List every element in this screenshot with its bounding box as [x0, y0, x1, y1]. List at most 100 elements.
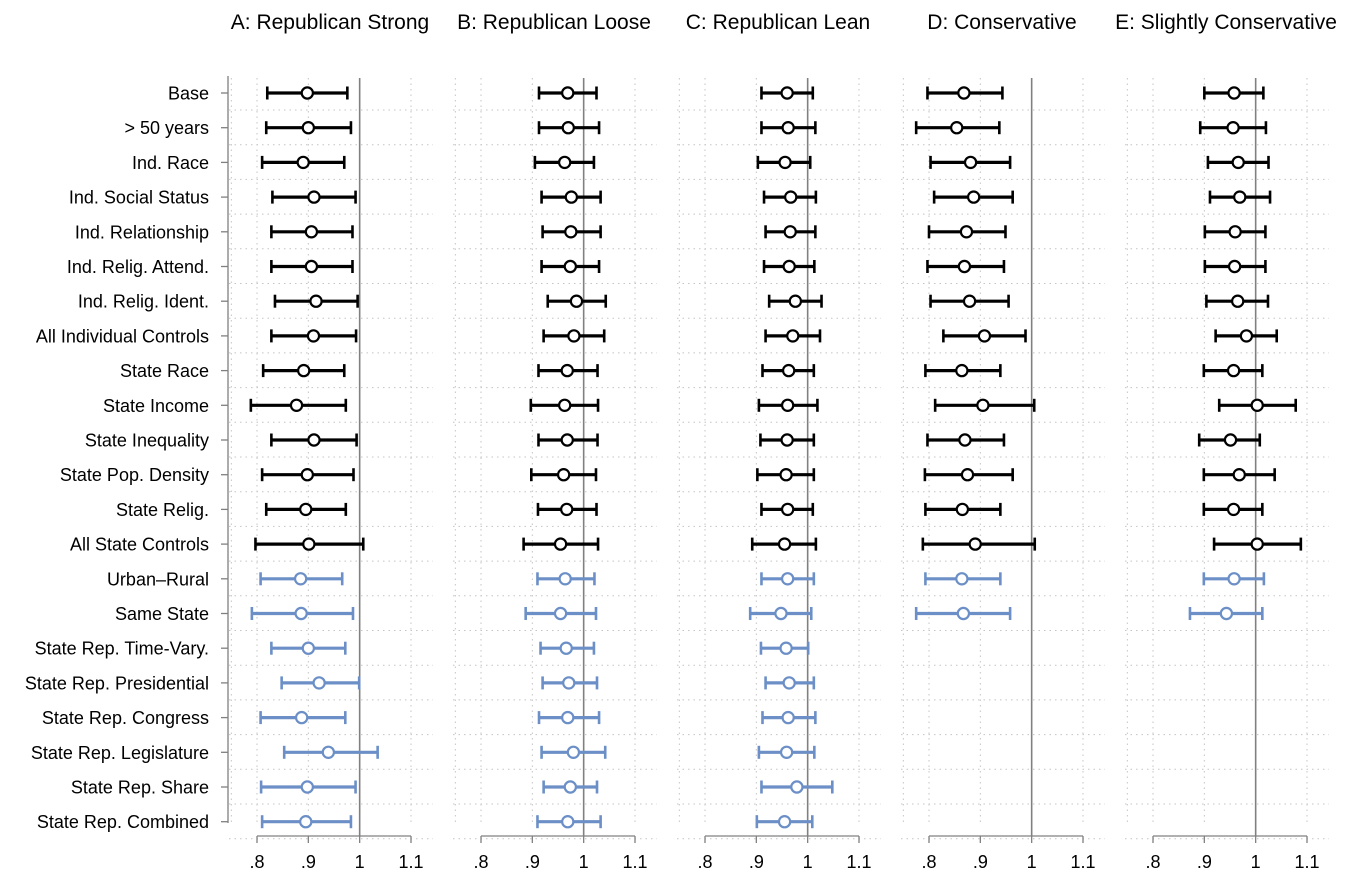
- estimate-4: [540, 190, 602, 204]
- estimate-11: [1197, 433, 1262, 447]
- estimate-5: [927, 225, 1007, 239]
- estimate-15: [536, 572, 596, 586]
- point-estimate: [786, 329, 800, 343]
- point-estimate: [294, 710, 309, 725]
- estimate-1: [760, 86, 815, 100]
- x-axis: .8 .9 1 1.1: [473, 835, 648, 872]
- row-label: State Inequality: [85, 431, 209, 451]
- estimate-12: [530, 468, 598, 482]
- point-estimate: [1227, 86, 1241, 100]
- estimate-16: [914, 606, 1012, 621]
- point-estimate: [950, 120, 964, 135]
- point-estimate: [1231, 155, 1245, 170]
- x-tick-label: .9: [749, 852, 764, 872]
- estimate-13: [760, 502, 815, 517]
- estimate-20: [757, 745, 816, 760]
- panel-grid: [453, 78, 657, 840]
- point-estimate: [553, 606, 568, 621]
- panel-d: D: Conservative .8 .9 1 1.1: [901, 11, 1105, 872]
- x-tick-label: .8: [697, 852, 712, 872]
- row-label: Same State: [115, 604, 209, 624]
- point-estimate: [968, 537, 982, 551]
- estimate-8: [1214, 329, 1279, 343]
- point-estimate: [976, 398, 990, 412]
- point-estimate: [1219, 606, 1234, 621]
- point-estimate: [294, 606, 308, 621]
- point-estimate: [780, 433, 794, 447]
- estimate-19: [761, 710, 817, 725]
- estimate-14: [921, 537, 1037, 551]
- point-estimate: [563, 780, 578, 794]
- estimate-16: [524, 606, 598, 621]
- estimate-12: [923, 468, 1014, 482]
- estimate-7: [767, 294, 823, 308]
- point-estimate: [777, 815, 792, 829]
- estimate-18: [541, 676, 599, 690]
- point-estimate: [553, 537, 568, 551]
- point-estimate: [296, 155, 310, 170]
- estimate-5: [764, 225, 817, 239]
- estimate-10: [757, 398, 819, 412]
- point-estimate: [560, 433, 574, 447]
- point-estimate: [1250, 537, 1264, 551]
- estimate-6: [270, 259, 354, 274]
- point-estimate: [959, 225, 974, 239]
- estimate-6: [1203, 259, 1267, 274]
- estimate-13: [536, 502, 598, 517]
- panel-a: A: Republican Strong .8 .9 1 1.1: [229, 11, 433, 872]
- row-label: All Individual Controls: [36, 326, 209, 346]
- point-estimate: [1227, 259, 1242, 274]
- point-estimate: [569, 294, 584, 308]
- point-estimate: [781, 363, 796, 378]
- point-estimate: [778, 155, 792, 170]
- row-label: > 50 years: [124, 118, 209, 138]
- point-estimate: [783, 225, 797, 239]
- point-estimate: [957, 259, 972, 274]
- point-estimate: [567, 329, 581, 343]
- estimate-4: [762, 190, 818, 204]
- estimate-14: [522, 537, 600, 551]
- point-estimate: [309, 294, 323, 308]
- estimate-9: [261, 363, 346, 378]
- estimate-7: [273, 294, 359, 308]
- point-estimate: [784, 190, 798, 204]
- estimate-5: [270, 225, 354, 239]
- estimate-21: [760, 780, 834, 794]
- point-estimate: [306, 329, 321, 343]
- point-estimate: [300, 780, 315, 794]
- estimate-3: [260, 155, 346, 170]
- estimate-1: [926, 86, 1004, 100]
- point-estimate: [1232, 468, 1246, 482]
- point-estimate: [307, 433, 321, 447]
- estimate-2: [914, 120, 1001, 135]
- point-estimate: [956, 606, 971, 621]
- point-estimate: [299, 815, 313, 829]
- point-estimate: [977, 329, 992, 343]
- panel-title: D: Conservative: [927, 11, 1076, 34]
- estimate-17: [270, 641, 347, 655]
- point-estimate: [301, 120, 316, 135]
- estimate-4: [932, 190, 1014, 204]
- row-label: Ind. Relig. Attend.: [67, 257, 209, 277]
- point-estimate: [779, 468, 793, 482]
- point-estimate: [955, 363, 969, 378]
- estimate-13: [264, 502, 348, 517]
- point-estimate: [561, 86, 575, 100]
- estimate-17: [539, 641, 596, 655]
- point-estimate: [560, 502, 574, 517]
- point-estimate: [302, 537, 316, 551]
- estimate-2: [537, 120, 601, 135]
- estimate-9: [537, 363, 599, 378]
- point-estimate: [774, 606, 788, 621]
- point-estimate: [558, 572, 572, 586]
- estimate-2: [264, 120, 353, 135]
- estimate-8: [542, 329, 606, 343]
- row-labels: Base > 50 years Ind. Race Ind. Social Statu…: [25, 76, 229, 832]
- estimate-1: [1203, 86, 1265, 100]
- estimate-6: [540, 259, 601, 274]
- point-estimate: [1226, 363, 1241, 378]
- row-label: State Rep. Congress: [42, 708, 209, 728]
- estimate-11: [270, 433, 358, 447]
- estimate-13: [1202, 502, 1264, 517]
- row-label: Urban–Rural: [107, 569, 209, 589]
